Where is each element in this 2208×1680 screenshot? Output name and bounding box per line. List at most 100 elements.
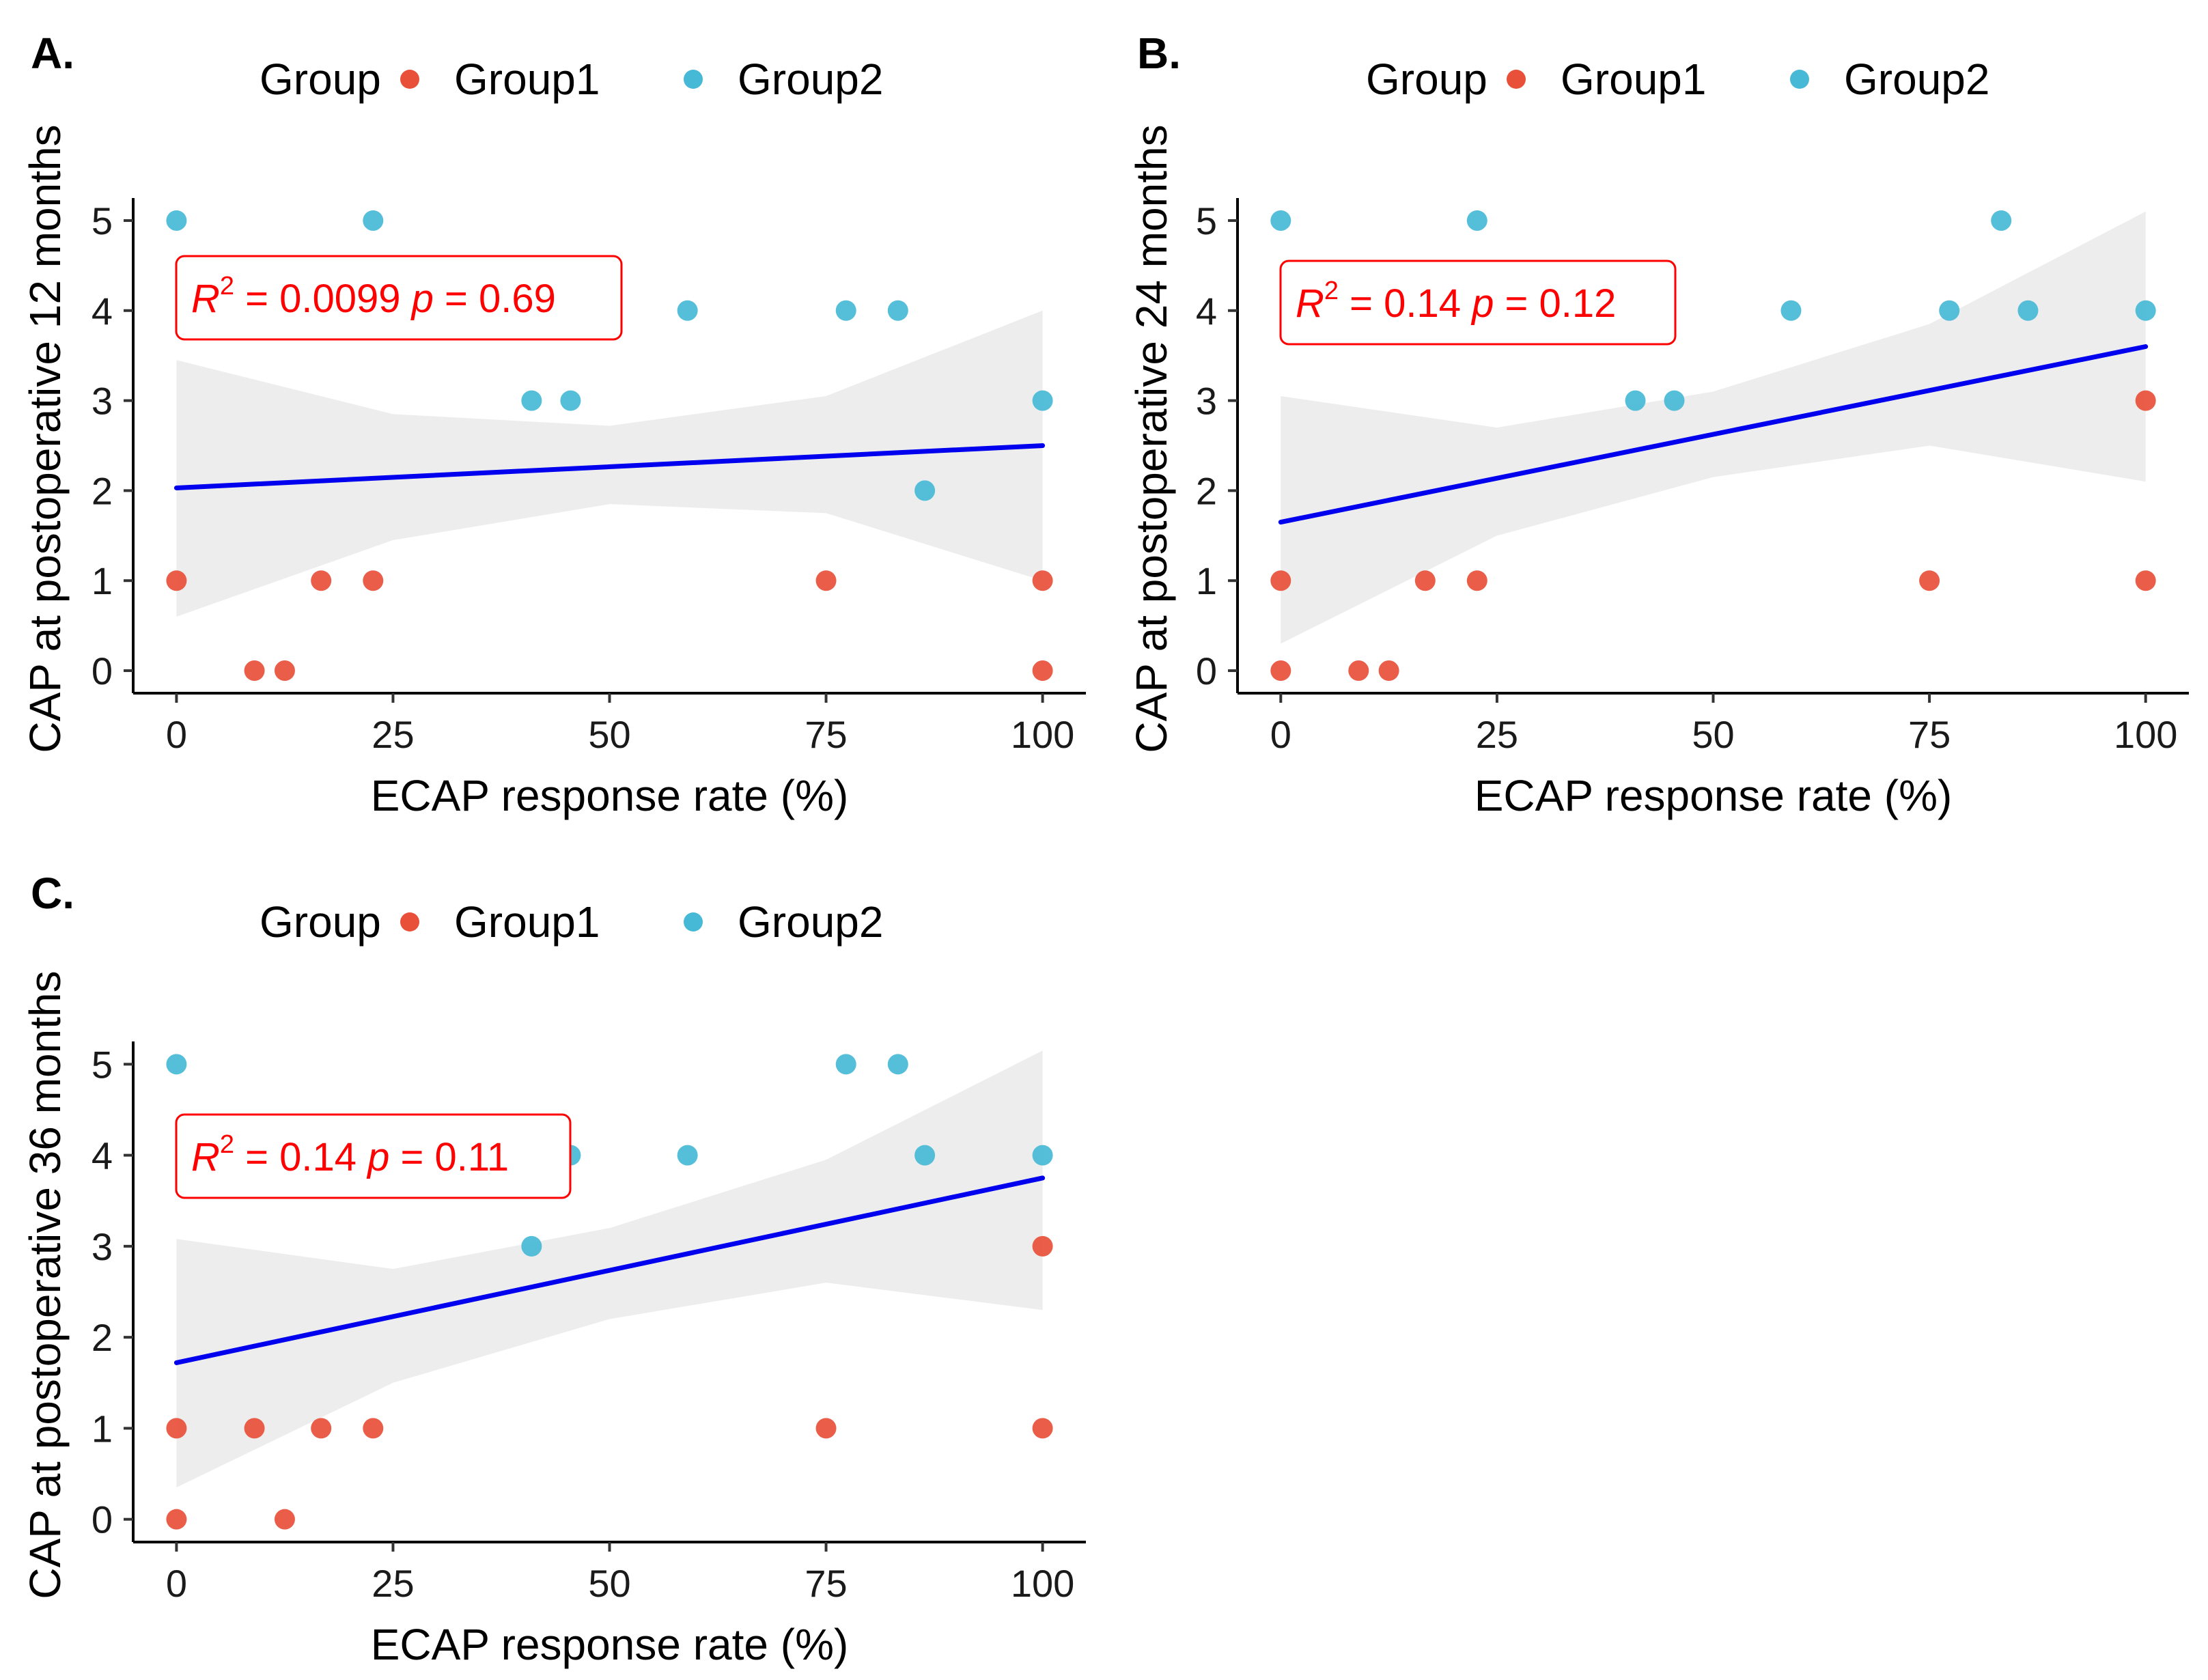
point-group2-2 (1625, 390, 1646, 411)
y-axis-title: CAP at postoperative 36 months (20, 970, 70, 1599)
x-axis-title: ECAP response rate (%) (371, 771, 849, 820)
x-tick-label: 100 (2114, 713, 2177, 756)
legend-label-group2: Group2 (1844, 55, 1989, 104)
chart-panel-1: A. Group Group1 Group2 0 25 50 75 100 0 1 2 3 4 5 ECAP … (20, 29, 1086, 820)
y-tick-label: 4 (92, 1134, 113, 1177)
y-tick-label: 1 (92, 1407, 113, 1450)
y-tick-label: 1 (92, 559, 113, 602)
x-tick-label: 100 (1011, 713, 1074, 756)
point-group2-0 (166, 210, 187, 231)
regression-line (173, 1175, 1046, 1365)
x-tick-label: 25 (372, 1562, 414, 1605)
point-group1-7 (1032, 660, 1053, 682)
y-tick-label: 4 (1196, 290, 1217, 333)
point-group1-5 (815, 570, 837, 591)
point-group2-2 (521, 390, 542, 411)
panel-letter: B. (1137, 29, 1181, 78)
x-tick-label: 25 (372, 713, 414, 756)
x-tick-label: 100 (1011, 1562, 1074, 1605)
point-group2-4 (835, 1054, 856, 1075)
legend-label-group1: Group1 (454, 55, 600, 104)
point-group1-0 (166, 570, 187, 591)
stats-box (175, 255, 623, 341)
point-group2-3 (560, 390, 581, 411)
point-group1-8 (1032, 1418, 1053, 1439)
point-group2-6 (914, 1145, 936, 1166)
point-group1-8 (2135, 570, 2156, 591)
y-tick-label: 4 (92, 290, 113, 333)
y-tick-label: 3 (92, 380, 113, 423)
point-group2-5 (887, 1054, 908, 1075)
y-tick-label: 1 (1196, 559, 1217, 602)
x-axis-title: ECAP response rate (%) (371, 1620, 849, 1669)
y-tick-label: 2 (92, 469, 113, 512)
point-group1-0 (166, 1418, 187, 1439)
point-group1-2 (1348, 660, 1369, 682)
stats-label: R2 = 0.0099 p = 0.69 (191, 272, 556, 321)
stats-label: R2 = 0.14 p = 0.12 (1296, 277, 1616, 326)
y-tick-label: 3 (92, 1225, 113, 1268)
point-group2-7 (914, 480, 936, 501)
confidence-band (1281, 211, 2146, 644)
point-group2-6 (1991, 210, 2012, 231)
point-group2-6 (887, 300, 908, 321)
x-tick-label: 0 (166, 1562, 187, 1605)
point-group2-1 (1466, 210, 1487, 231)
legend-key-group2 (1790, 70, 1809, 89)
stats-box (175, 1113, 572, 1199)
x-tick-label: 50 (588, 1562, 630, 1605)
legend-title: Group (1366, 55, 1487, 104)
point-group1-0 (1270, 570, 1291, 591)
point-group2-3 (1664, 390, 1685, 411)
legend-label-group1: Group1 (454, 897, 600, 947)
y-tick-label: 5 (1196, 199, 1217, 242)
point-group2-8 (2135, 300, 2156, 321)
regression-line (173, 443, 1046, 490)
y-axis-title: CAP at postoperative 12 months (20, 124, 70, 753)
point-group2-7 (1032, 1145, 1053, 1166)
point-group1-4 (1414, 570, 1436, 591)
legend-label-group2: Group2 (738, 897, 883, 947)
y-tick-label: 2 (1196, 469, 1217, 512)
point-group1-1 (1270, 660, 1291, 682)
point-group1-6 (815, 1418, 837, 1439)
point-group1-3 (311, 570, 332, 591)
legend: Group Group1 Group2 (260, 897, 883, 947)
point-group2-1 (521, 1235, 542, 1257)
point-group1-4 (363, 570, 384, 591)
x-tick-label: 50 (1692, 713, 1734, 756)
x-tick-label: 0 (1270, 713, 1291, 756)
point-group2-4 (677, 300, 698, 321)
stats-box (1279, 260, 1677, 346)
y-tick-label: 0 (1196, 649, 1217, 692)
y-tick-label: 0 (92, 1498, 113, 1541)
chart-panel-3: C. Group Group1 Group2 0 25 50 75 100 0 1 2 3 4 5 ECAP … (20, 869, 1086, 1669)
point-group1-4 (311, 1418, 332, 1439)
point-group1-3 (1378, 660, 1399, 682)
regression-line (1278, 344, 2149, 525)
point-group2-4 (1780, 300, 1802, 321)
point-group2-5 (1939, 300, 1960, 321)
x-axis-title: ECAP response rate (%) (1475, 771, 1953, 820)
point-group2-5 (835, 300, 856, 321)
point-group1-1 (166, 1509, 187, 1530)
legend-label-group2: Group2 (738, 55, 883, 104)
legend-key-group1 (400, 70, 419, 89)
y-tick-label: 2 (92, 1316, 113, 1359)
point-group1-7 (2135, 390, 2156, 411)
legend-key-group1 (1507, 70, 1526, 89)
y-tick-label: 0 (92, 649, 113, 692)
point-group1-5 (363, 1418, 384, 1439)
point-group1-3 (274, 1509, 295, 1530)
panel-letter: C. (31, 869, 74, 918)
y-tick-label: 5 (92, 199, 113, 242)
legend-key-group2 (684, 912, 703, 932)
point-group2-0 (1270, 210, 1291, 231)
point-group1-5 (1466, 570, 1487, 591)
x-tick-label: 75 (1908, 713, 1951, 756)
point-group2-3 (677, 1145, 698, 1166)
point-group1-6 (1919, 570, 1940, 591)
legend-label-group1: Group1 (1561, 55, 1706, 104)
legend-title: Group (260, 897, 381, 947)
legend: Group Group1 Group2 (1366, 55, 1989, 104)
